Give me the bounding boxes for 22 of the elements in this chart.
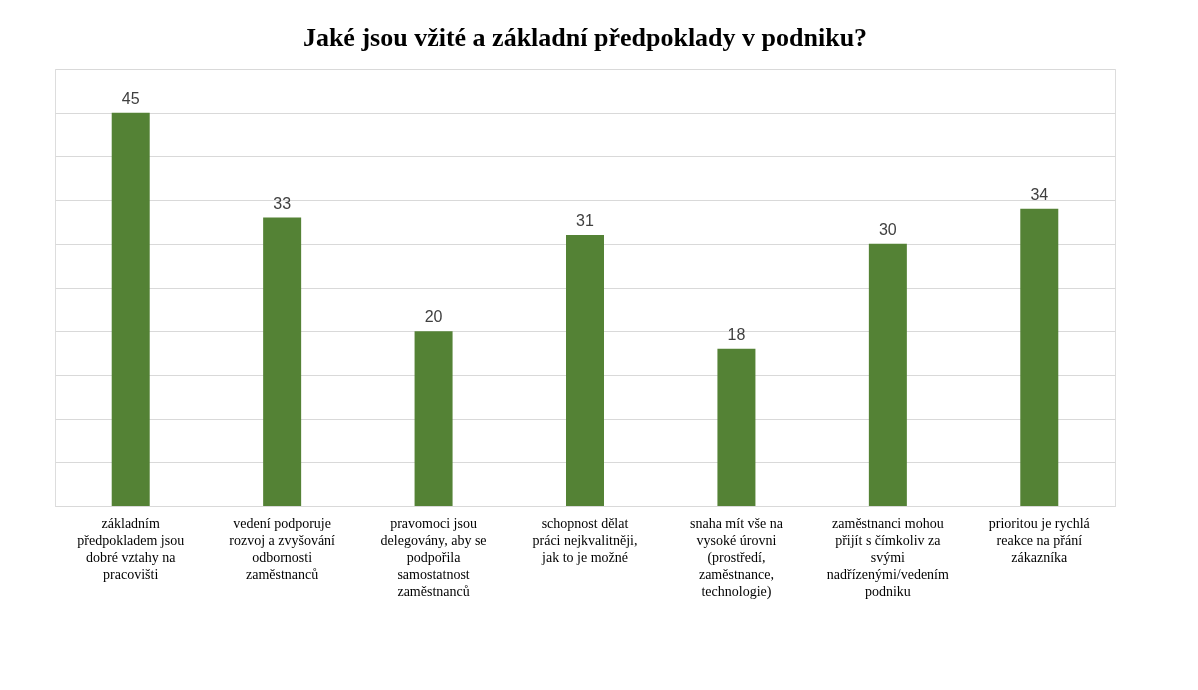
x-tick-label: pravomoci jsou delegovány, aby se podpořila samostatnost zaměstnanců [380,515,487,599]
bar [717,348,756,506]
chart-title: Jaké jsou vžité a základní předpoklady v podniku? [302,23,868,52]
data-label: 18 [727,325,746,343]
x-tick-label: prioritou je rychlá reakce na přání zákazníka [988,515,1091,565]
bar [868,243,907,506]
data-label: 20 [424,308,443,326]
x-tick-label: vedení podporuje rozvoj a zvyšování odbornosti zaměstnanců [229,515,336,582]
x-tick-label: základním předpokladem jsou dobré vztahy na pracovišti [77,515,185,582]
bar [263,217,302,506]
data-label: 34 [1030,185,1049,203]
data-label: 45 [121,89,140,107]
bar [111,112,150,506]
data-label: 31 [576,212,594,230]
bar [566,235,604,506]
data-label: 30 [878,220,897,238]
bar [1020,208,1059,506]
data-label: 33 [273,194,292,212]
x-tick-label: schopnost dělat práci nejkvalitněji, jak to je možné [532,515,638,565]
bar [414,331,453,506]
x-tick-label: zaměstnanci mohou přijít s čímkoliv za svými nadřízenými/vedením podniku [826,515,949,599]
x-tick-label: snaha mít vše na vysoké úrovni (prostředí, zaměstnance, technologie) [689,515,784,600]
